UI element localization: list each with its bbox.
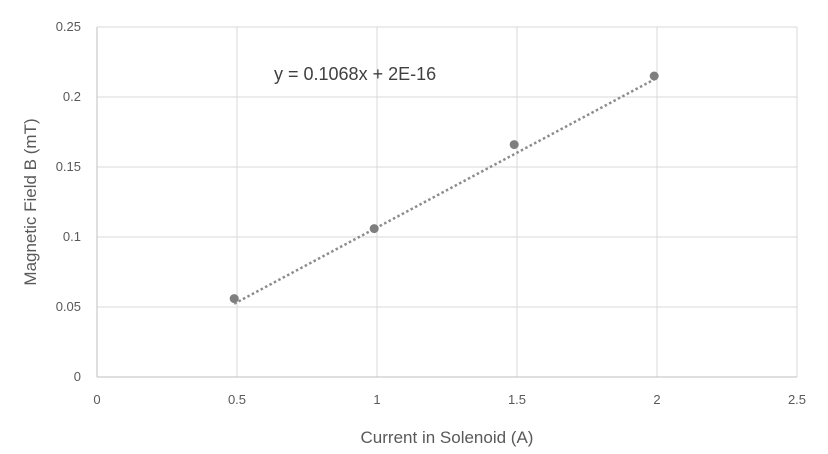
- y-tick-label: 0.05: [56, 299, 81, 314]
- x-tick-label: 0.5: [228, 392, 246, 407]
- trendline-layer: [233, 78, 655, 305]
- trendline-equation: y = 0.1068x + 2E-16: [274, 64, 436, 84]
- y-axis-title: Magnetic Field B (mT): [21, 118, 40, 285]
- y-tick-label: 0.15: [56, 159, 81, 174]
- y-tick-label: 0.1: [63, 229, 81, 244]
- x-tick-label: 2: [653, 392, 660, 407]
- x-tick-label: 2.5: [788, 392, 806, 407]
- data-point: [509, 140, 519, 150]
- x-axis-title: Current in Solenoid (A): [361, 428, 534, 447]
- x-tick-label: 1.5: [508, 392, 526, 407]
- x-tick-label: 1: [373, 392, 380, 407]
- data-point: [369, 224, 379, 234]
- y-tick-label: 0.25: [56, 19, 81, 34]
- y-tick-label: 0.2: [63, 89, 81, 104]
- data-point-layer: [229, 71, 659, 304]
- trendline: [233, 78, 655, 305]
- data-point: [229, 294, 239, 304]
- data-point: [649, 71, 659, 81]
- grid-layer: [97, 26, 798, 377]
- y-tick-label: 0: [74, 369, 81, 384]
- axis-layer: 0 0.5 1 1.5 2 2.5 0 0.05 0.1 0.15 0.2 0.25: [56, 19, 806, 407]
- x-tick-label: 0: [93, 392, 100, 407]
